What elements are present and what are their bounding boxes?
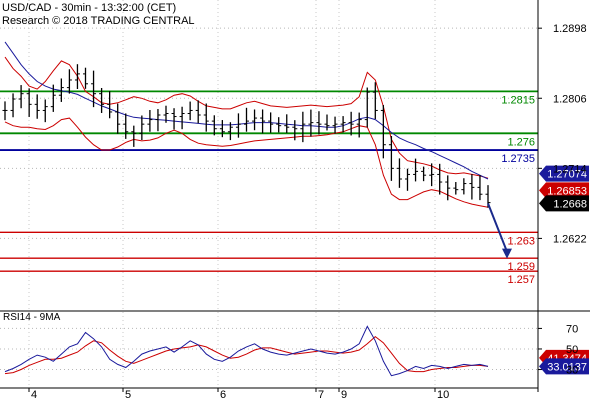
x-tick-label: 7 [318,389,324,400]
price-box-black-bg [539,195,589,212]
price-box-blue-label: 1.27074 [547,169,587,181]
projection-arrow [487,203,512,259]
price-series [2,64,491,208]
axes [0,0,590,392]
x-tick-label: 4 [31,389,37,400]
y-tick-label: 1.2714 [553,163,587,175]
projection-arrow-shaft [487,203,508,253]
rsi-label: RSI14 - 9MA [3,312,61,323]
price-box-red-label: 1.26853 [547,185,587,197]
price-box-blue-bg [539,165,589,182]
price-box-black-label: 1.2668 [553,198,587,210]
level-label-red: 1.259 [507,261,535,273]
chart-title: USD/CAD - 30min - 13:32:00 (CET) [2,2,177,14]
price-box-red-bg [539,182,589,199]
rsi-box-blue-bg [539,358,589,375]
rsi-panel [4,325,489,377]
horizontal-levels [0,90,538,272]
tick-labels: 1.2898 1.2806 1.2714 1.2622 70 50 30 4 5 6 7 9 10 [31,23,587,400]
bollinger-upper-line [4,56,489,179]
bollinger-lower-line [4,117,489,208]
level-label-red: 1.263 [507,235,535,247]
rsi-line [4,325,489,377]
rsi-box-blue-label: 33.0137 [547,361,587,373]
copyright-line: Research © 2018 TRADING CENTRAL [2,15,195,27]
level-label-red: 1.257 [507,274,535,286]
y-tick-label: 1.2898 [553,23,587,35]
x-tick-label: 5 [125,389,131,400]
x-tick-label: 9 [341,389,347,400]
bollinger-bands [4,56,489,208]
rsi-y-tick-label: 30 [566,365,578,377]
projection-arrow-head [502,248,512,259]
rsi-y-tick-label: 50 [566,344,578,356]
grid [0,0,538,388]
y-tick-label: 1.2622 [553,233,587,245]
y-tick-label: 1.2806 [553,93,587,105]
x-tick-label: 6 [220,389,226,400]
x-tick-label: 10 [437,389,449,400]
level-label-blue: 1.2735 [501,153,535,165]
rsi-ma-line [4,335,489,375]
level-label-green: 1.276 [507,136,535,148]
rsi-y-tick-label: 70 [566,323,578,335]
level-label-green: 1.2815 [501,94,535,106]
